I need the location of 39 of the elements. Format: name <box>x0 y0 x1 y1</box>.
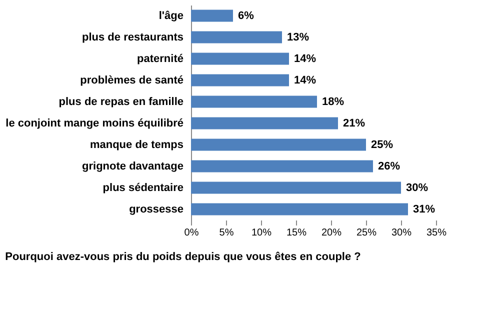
x-tick-label: 0% <box>184 228 199 238</box>
y-tick-label: grossesse <box>129 203 184 216</box>
y-tick-label: plus sédentaire <box>102 182 184 194</box>
x-tick-label: 25% <box>356 228 377 238</box>
bar <box>191 10 233 22</box>
data-label: 30% <box>406 182 428 194</box>
y-tick-label: problèmes de santé <box>80 74 184 86</box>
bar <box>191 138 366 151</box>
data-label: 18% <box>322 96 344 108</box>
x-tick-label: 35% <box>426 228 447 238</box>
data-label: 25% <box>371 138 394 151</box>
bar <box>191 74 289 86</box>
bar <box>191 182 401 194</box>
data-label: 13% <box>287 31 310 44</box>
data-label: 31% <box>413 203 436 216</box>
x-tick-label: 5% <box>219 228 234 238</box>
x-tick-label: 30% <box>391 228 412 238</box>
y-tick-label: plus de restaurants <box>82 31 184 44</box>
y-tick-label: paternité <box>137 52 184 65</box>
bar <box>191 52 289 65</box>
y-tick-label: l'âge <box>158 10 184 22</box>
y-tick-label: manque de temps <box>90 138 184 151</box>
x-tick-label: 15% <box>286 228 307 238</box>
text: Pourquoi avez-vous pris du poids depuis que vous êtes en couple ? <box>5 251 362 263</box>
x-tick-label: 10% <box>251 228 272 238</box>
bar <box>191 117 338 130</box>
data-label: 14% <box>294 74 316 86</box>
bar <box>191 31 282 44</box>
bar <box>191 160 373 172</box>
x-tick-label: 20% <box>321 228 342 238</box>
bar <box>191 96 317 108</box>
data-label: 26% <box>378 160 400 172</box>
data-label: 21% <box>343 117 366 130</box>
y-tick-label: grignote davantage <box>82 160 184 172</box>
data-label: 6% <box>238 10 254 22</box>
bar <box>191 203 408 216</box>
y-tick-label: le conjoint mange moins équilibré <box>6 117 184 130</box>
y-tick-label: plus de repas en famille <box>58 96 184 108</box>
data-label: 14% <box>294 52 316 65</box>
